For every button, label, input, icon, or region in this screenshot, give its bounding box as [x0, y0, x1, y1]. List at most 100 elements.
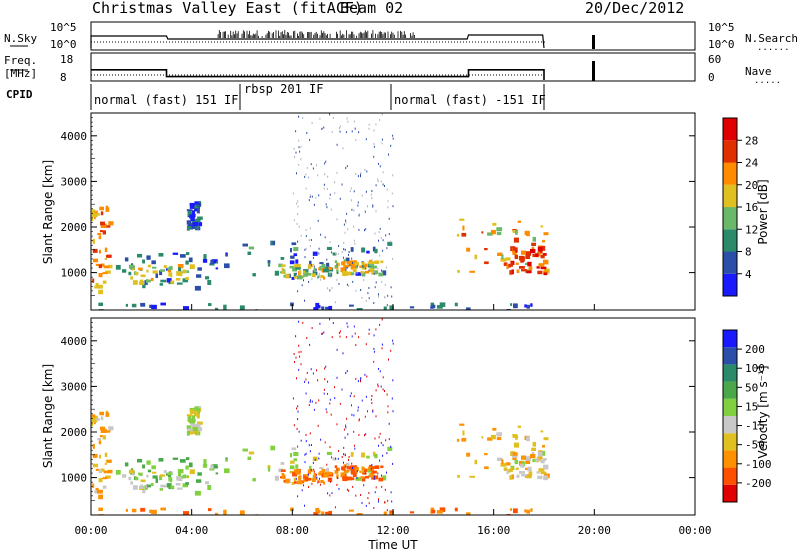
power-y-ticks: 1000 2000 3000 4000 [61, 112, 695, 296]
velocity-noise-speck [329, 477, 331, 480]
power-noise-speck [373, 270, 375, 273]
colorbar-tick-label: 12 [745, 223, 758, 236]
velocity-echo-cell [176, 475, 179, 481]
velocity-echo-cell [359, 470, 362, 473]
power-echo-cell [100, 223, 107, 228]
velocity-noise-speck [392, 379, 394, 382]
power-noise-speck [368, 127, 370, 130]
power-echo-cell [378, 272, 384, 277]
velocity-echo-cell [189, 469, 195, 475]
velocity-noise-speck [318, 399, 320, 402]
power-echo-cell [369, 268, 375, 273]
power-noise-speck [361, 296, 363, 299]
velocity-noise-speck [367, 410, 368, 413]
power-echo-cell [367, 261, 373, 265]
power-noise-speck [370, 263, 372, 265]
power-echo-cell [542, 253, 547, 256]
velocity-noise-speck [375, 415, 377, 418]
power-noise-speck [323, 183, 325, 186]
colorbar-swatch [723, 140, 737, 163]
velocity-echo-cell [354, 466, 359, 471]
power-echo-cell [382, 270, 387, 276]
power-noise-speck [347, 228, 349, 231]
power-echo-cell [198, 201, 201, 204]
velocity-noise-speck [298, 430, 300, 433]
power-noise-speck [318, 247, 320, 250]
velocity-echo-cell [291, 482, 295, 485]
power-noise-speck [343, 223, 345, 226]
power-noise-speck [346, 283, 348, 286]
velocity-noise-speck [351, 413, 353, 416]
velocity-noise-speck [339, 402, 341, 405]
power-echo-cell [513, 237, 519, 243]
power-echo-cell [389, 305, 394, 310]
power-echo-cell [469, 270, 475, 273]
power-echo-cell [356, 308, 363, 310]
power-echo-cell [177, 264, 184, 269]
power-echo-cell [278, 263, 283, 268]
power-echo-cell [242, 243, 248, 247]
velocity-noise-speck [346, 488, 348, 491]
velocity-echo-cell [289, 470, 294, 474]
power-noise-speck [301, 284, 303, 287]
power-echo-cell [324, 266, 331, 270]
power-echo-cell [291, 242, 297, 246]
power-noise-speck [366, 170, 368, 173]
velocity-echo-cell [528, 471, 533, 476]
power-echo-cell [341, 261, 346, 265]
velocity-noise-speck [295, 335, 297, 338]
velocity-echo-cell [373, 475, 379, 480]
power-noise-speck [296, 172, 297, 175]
colorbar-tick-label: 20 [745, 179, 758, 192]
power-echo-cell [293, 264, 300, 268]
power-noise-speck [309, 194, 311, 197]
velocity-echo-cell [459, 423, 465, 426]
velocity-noise-speck [371, 464, 373, 466]
power-echo-cell [92, 258, 99, 263]
velocity-echo-cell [128, 476, 132, 481]
power-noise-speck [348, 253, 349, 256]
velocity-echo-cell [248, 451, 255, 455]
colorbar-swatch [723, 207, 737, 230]
power-echo-cell [354, 265, 358, 269]
power-echo-cell [215, 308, 219, 310]
power-noise-speck [339, 125, 341, 128]
velocity-echo-cell [196, 479, 202, 483]
velocity-noise-speck [310, 444, 312, 446]
velocity-noise-speck [373, 475, 375, 478]
velocity-echo-cell [247, 456, 252, 460]
velocity-noise-speck [323, 331, 325, 334]
power-noise-speck [377, 180, 379, 183]
velocity-noise-speck [348, 456, 350, 458]
power-echo-cell [92, 248, 98, 253]
velocity-noise-speck [336, 483, 338, 486]
power-noise-speck [354, 242, 356, 245]
power-echo-cell [134, 271, 139, 276]
velocity-echo-cell [540, 460, 545, 464]
velocity-echo-cell [267, 465, 271, 469]
power-noise-speck [346, 165, 348, 168]
beam-label: Beam 02 [340, 0, 403, 17]
power-noise-speck [310, 239, 312, 241]
velocity-noise-speck [390, 491, 392, 494]
power-echo-cell [360, 271, 365, 274]
power-echo-cell [487, 232, 493, 236]
power-noise-speck [357, 175, 359, 178]
velocity-echo-cell [313, 512, 319, 515]
power-echo-cell [527, 261, 532, 267]
velocity-noise-speck [308, 486, 310, 488]
power-noise-speck [303, 279, 304, 282]
power-echo-cell [290, 248, 292, 253]
freq-label: Freq. [4, 54, 37, 67]
velocity-echo-cell [197, 421, 203, 425]
power-echo-cell [409, 306, 415, 309]
power-echo-cell [512, 247, 518, 251]
velocity-echo-cell [521, 474, 527, 477]
velocity-echo-cell [139, 484, 144, 489]
power-noise-speck [355, 172, 357, 175]
power-noise-speck [305, 229, 307, 231]
velocity-echo-cell [198, 406, 201, 409]
velocity-noise-speck [338, 487, 340, 490]
power-noise-speck [339, 130, 341, 133]
power-noise-speck [304, 256, 306, 259]
